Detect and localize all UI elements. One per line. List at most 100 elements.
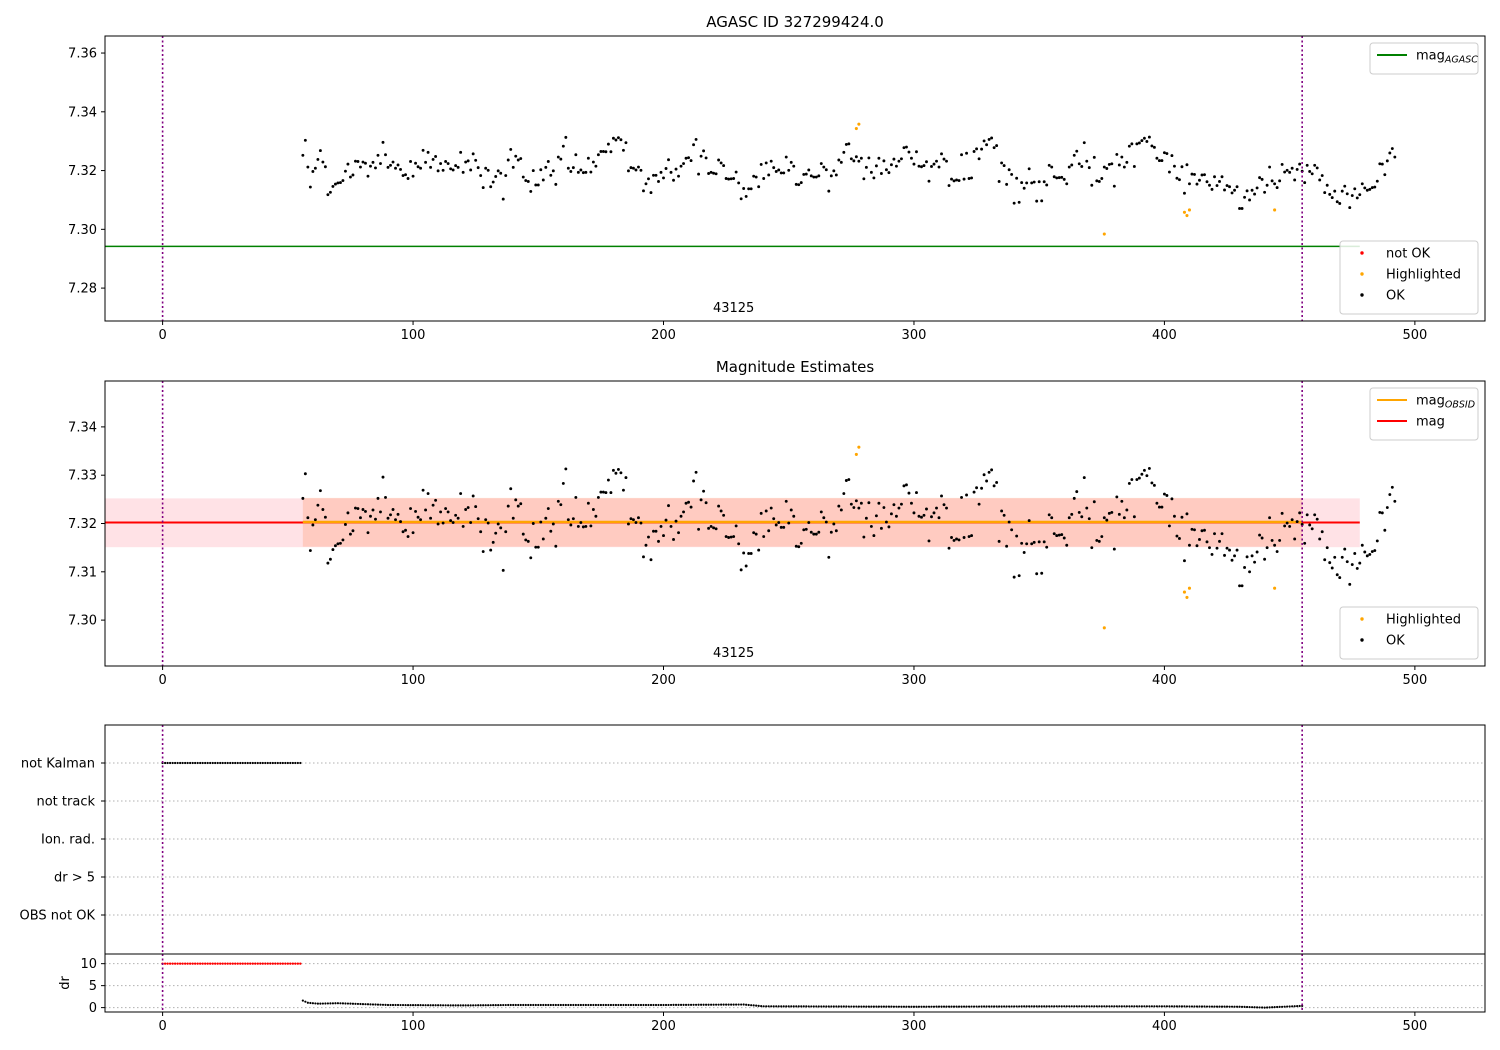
ok-point — [521, 175, 525, 179]
ok-point — [348, 175, 352, 179]
ok-point — [792, 1005, 795, 1008]
ok-point — [1162, 151, 1166, 155]
ok-point — [1067, 516, 1071, 520]
ok-point — [534, 1003, 537, 1007]
ok-point — [1375, 539, 1379, 543]
ok-point — [364, 509, 367, 513]
ok-point — [489, 548, 493, 552]
ok-point — [1340, 189, 1344, 193]
highlighted-point — [854, 127, 858, 131]
ok-point — [1075, 1005, 1078, 1008]
ok-point — [1087, 166, 1091, 170]
ok-point — [1228, 1005, 1231, 1008]
ok-point — [1360, 182, 1364, 186]
ok-point — [792, 164, 796, 168]
ok-point — [990, 136, 994, 140]
ok-point — [389, 163, 392, 167]
ok-point — [1273, 182, 1277, 186]
ok-point — [687, 500, 691, 504]
ok-point — [1025, 542, 1029, 546]
ok-point — [328, 190, 332, 194]
ok-point — [890, 1005, 893, 1008]
ok-point — [1015, 176, 1019, 180]
ok-point — [326, 561, 330, 565]
ok-point — [1238, 584, 1242, 588]
ok-point — [737, 181, 741, 185]
ok-point — [710, 1003, 713, 1006]
ok-point — [847, 478, 851, 481]
ok-point — [1330, 566, 1334, 570]
ok-point — [379, 162, 382, 165]
ok-point — [1007, 168, 1011, 172]
ok-point — [496, 522, 500, 526]
ok-point — [987, 137, 991, 141]
ok-point — [306, 1001, 309, 1004]
ok-point — [486, 521, 490, 525]
ok-point — [692, 1003, 695, 1006]
ok-point — [1017, 200, 1021, 204]
ok-point — [1328, 561, 1332, 565]
ok-point — [579, 521, 583, 524]
ok-point — [1050, 516, 1054, 520]
ok-point — [1070, 512, 1074, 516]
ok-point — [1210, 1005, 1214, 1008]
ok-point — [689, 159, 693, 163]
ok-point — [664, 518, 668, 522]
ok-point — [313, 518, 317, 522]
ok-point — [862, 535, 866, 539]
highlighted-point — [1185, 213, 1189, 218]
flag-point — [234, 761, 237, 765]
flag-point — [281, 761, 284, 765]
ok-point — [521, 532, 525, 536]
ok-point — [1113, 1005, 1116, 1008]
x-tick-label: 0 — [158, 673, 166, 688]
ok-point — [1135, 142, 1139, 146]
not-ok-point — [249, 962, 252, 965]
ok-point — [712, 1003, 715, 1006]
ok-point — [697, 1003, 700, 1006]
ok-point — [1378, 162, 1382, 166]
ok-point — [354, 506, 357, 510]
ok-point — [1095, 179, 1099, 183]
ok-point — [338, 181, 342, 185]
ok-point — [344, 1002, 347, 1005]
ok-point — [1215, 546, 1219, 550]
ok-point — [379, 510, 382, 514]
ok-point — [722, 513, 726, 517]
ok-point — [632, 1003, 635, 1007]
ok-point — [1253, 1006, 1256, 1009]
highlighted-point — [1182, 210, 1187, 214]
ok-point — [980, 1005, 983, 1008]
ok-point — [1268, 1006, 1271, 1009]
y-tick-label: 7.36 — [68, 47, 97, 62]
legend-box — [1339, 606, 1479, 660]
ok-point — [774, 170, 778, 173]
ok-point — [1218, 1005, 1221, 1008]
not-ok-point — [266, 962, 269, 965]
ok-point — [1230, 558, 1234, 562]
not-ok-point — [226, 962, 229, 965]
x-tick-label: 500 — [1402, 673, 1427, 688]
ok-point — [1125, 508, 1129, 512]
flags-panel: not Kalman not track Ion. rad. dr > 5 OBS no… — [20, 724, 1486, 955]
ok-point — [366, 174, 370, 178]
ok-point — [702, 1003, 705, 1006]
ok-point — [1092, 500, 1096, 504]
ok-point — [945, 159, 948, 163]
ok-point — [875, 1005, 878, 1008]
ok-point — [1328, 192, 1332, 196]
ok-point — [1055, 176, 1059, 180]
ok-point — [1363, 186, 1367, 190]
ok-point — [849, 157, 853, 161]
ok-point — [1288, 170, 1292, 174]
ok-point — [990, 468, 994, 472]
ok-point — [945, 1005, 948, 1008]
ok-point — [1075, 149, 1079, 153]
ok-point — [536, 183, 540, 187]
ok-point — [1007, 520, 1011, 524]
ok-point — [472, 1004, 475, 1007]
ok-point — [489, 1004, 492, 1007]
ok-point — [1293, 178, 1297, 182]
legend-label-subscript: AGASC — [1444, 55, 1478, 66]
ok-point — [1330, 196, 1334, 200]
